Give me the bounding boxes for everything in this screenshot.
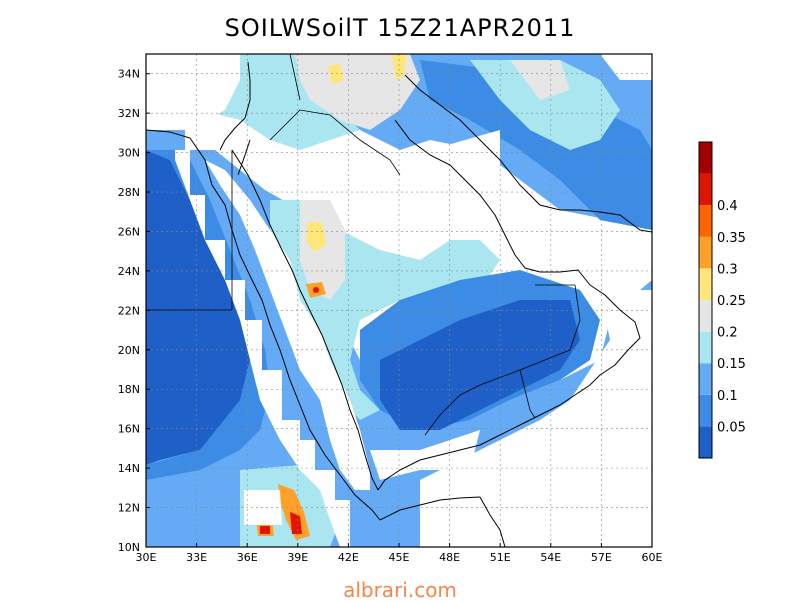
map-gridlines <box>146 54 652 547</box>
field-region-southwest-red-2 <box>260 526 270 534</box>
field-mask-red-sea <box>205 160 370 490</box>
aqaba-gulf <box>237 139 251 176</box>
levant-coast <box>244 61 251 119</box>
red-sea-east-coast <box>231 149 379 491</box>
x-tick-label: 54E <box>540 551 561 564</box>
field-region-southeast-lowest <box>380 300 580 430</box>
colorbar-segment <box>699 331 712 364</box>
field-region-southwest-orange <box>278 484 310 540</box>
x-tick-label: 39E <box>287 551 308 564</box>
y-tick-label: 18N <box>118 383 140 396</box>
y-tick-label: 12N <box>118 502 140 515</box>
field-region-central-yellow <box>306 222 326 252</box>
x-tick-label: 57E <box>591 551 612 564</box>
persian-gulf-coast <box>394 119 591 286</box>
colorbar-label: 0.3 <box>717 262 738 277</box>
border-yemen-oman <box>424 284 581 436</box>
south-arabia-coast <box>377 394 576 491</box>
colorbar-label: 0.1 <box>717 389 738 404</box>
colorbar-segment <box>699 363 712 395</box>
y-tick-label: 32N <box>118 107 140 120</box>
y-tick-label: 16N <box>118 423 140 436</box>
colorbar-label: 0.35 <box>717 231 746 246</box>
field-mask-gulf-east <box>500 210 630 290</box>
colorbar-label: 0.05 <box>717 420 746 435</box>
field-region-southwest-red <box>290 512 302 534</box>
x-tick-label: 33E <box>186 551 207 564</box>
y-axis-ticks: 10N 12N 14N 16N 18N 20N 22N 24N 26N 28N 30N 32N 34N <box>118 68 150 554</box>
colorbar-segment <box>699 173 712 206</box>
y-tick-label: 26N <box>118 225 140 238</box>
x-tick-label: 45E <box>389 551 410 564</box>
colorbar-frame <box>698 141 713 459</box>
oman-coast <box>574 284 641 396</box>
x-tick-label: 42E <box>338 551 359 564</box>
field-region-lowest-west <box>146 150 250 465</box>
border-saudi-iraq <box>269 109 401 176</box>
y-tick-label: 14N <box>118 462 140 475</box>
colorbar: 0.05 0.1 0.15 0.2 0.25 0.3 0.35 0.4 <box>698 141 746 459</box>
x-tick-label: 51E <box>490 551 511 564</box>
field-mask-mediterranean <box>146 54 240 125</box>
border-iraq-internal <box>289 54 301 101</box>
x-tick-label: 60E <box>642 551 663 564</box>
y-tick-label: 10N <box>118 541 140 554</box>
y-tick-label: 34N <box>118 68 140 81</box>
horn-of-africa-coast <box>379 496 481 521</box>
suez-gulf <box>219 117 246 151</box>
colorbar-label: 0.4 <box>717 199 738 214</box>
red-sea-west-coast <box>146 129 381 521</box>
map-title: SOILWSoilT 15Z21APR2011 <box>224 14 576 42</box>
field-region-central-red <box>313 287 319 293</box>
y-tick-label: 30N <box>118 147 140 160</box>
field-region-north-low <box>420 60 652 230</box>
border-saudi-yemen <box>519 369 536 419</box>
field-mask-nile-valley <box>175 150 350 547</box>
x-tick-label: 36E <box>237 551 258 564</box>
colorbar-segment <box>699 205 712 237</box>
colorbar-label: 0.15 <box>717 357 746 372</box>
colorbar-segment <box>699 142 712 174</box>
coastlines-and-borders <box>146 54 652 547</box>
colorbar-segment <box>699 236 712 269</box>
x-axis-ticks: 30E 33E 36E 39E 42E 45E 48E 51E 54E 57E 60E <box>136 543 663 564</box>
field-mask-caspian-patch <box>600 54 652 80</box>
field-region-north-neutral <box>295 54 420 130</box>
colorbar-segment <box>699 394 712 427</box>
field-mask-gulf <box>430 130 500 210</box>
somalia-coast <box>479 496 506 547</box>
x-tick-label: 48E <box>439 551 460 564</box>
colorbar-label: 0.25 <box>717 294 746 309</box>
soil-moisture-field <box>146 54 652 547</box>
field-region-northeast-light <box>470 60 620 150</box>
y-tick-label: 24N <box>118 265 140 278</box>
x-tick-label: 30E <box>136 551 157 564</box>
field-region-northeast-neutral <box>510 60 570 100</box>
colorbar-segment <box>699 300 712 332</box>
y-tick-label: 28N <box>118 186 140 199</box>
y-tick-label: 20N <box>118 344 140 357</box>
y-tick-label: 22N <box>118 304 140 317</box>
iran-coast <box>404 74 652 233</box>
colorbar-label: 0.2 <box>717 326 738 341</box>
field-mask-gulf-of-aden <box>370 430 480 480</box>
field-region-low-west <box>146 150 270 480</box>
colorbar-segment <box>699 426 712 458</box>
colorbar-segment <box>699 268 712 300</box>
field-mask-arabian-sea <box>420 290 652 547</box>
watermark-text: albrari.com <box>343 578 457 602</box>
